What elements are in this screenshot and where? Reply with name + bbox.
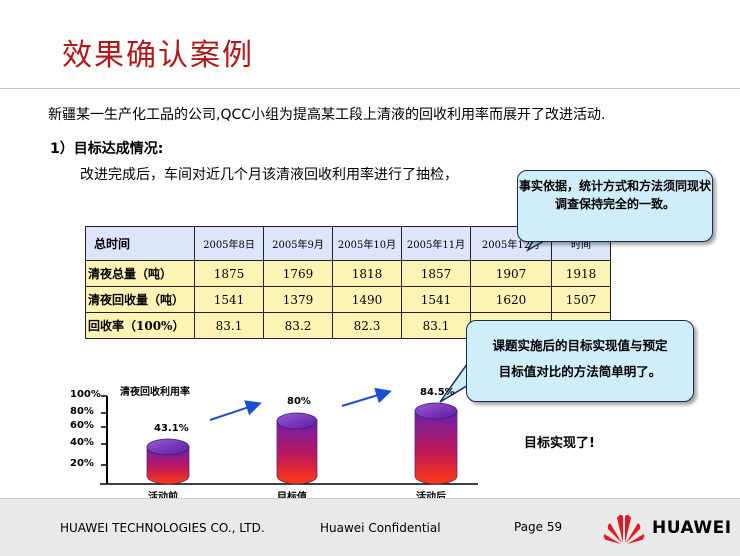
table-cell: 1507	[551, 286, 611, 313]
title-divider	[0, 88, 740, 89]
column-header: 2005年8日	[194, 226, 264, 261]
y-tick-label: 60%	[70, 420, 94, 431]
chart-bar	[276, 412, 318, 485]
table-row: 清夜回收量（吨） 1541 1379 1490 1541 1620 1507	[85, 286, 611, 313]
table-cell: 1875	[194, 260, 264, 287]
chart-title: 清夜回收利用率	[120, 387, 190, 398]
huawei-logo-icon	[603, 514, 645, 544]
footer-company: HUAWEI TECHNOLOGIES CO., LTD.	[60, 521, 265, 535]
callout-line: 课题实施后的目标实现值与预定	[492, 338, 668, 353]
table-header-row: 总时间 2005年8日 2005年9月 2005年10月 2005年11月 20…	[85, 226, 611, 261]
page-number: Page 59	[514, 520, 563, 534]
progress-arrow	[341, 387, 392, 407]
table-cell: 1907	[470, 260, 552, 287]
row-label: 回收率（100%）	[85, 312, 195, 339]
x-category-label: 活动后	[416, 488, 446, 503]
table-cell: 82.3	[332, 312, 402, 339]
table-cell: 83.1	[401, 312, 471, 339]
column-header: 2005年10月	[332, 226, 402, 261]
description-text: 改进完成后，车间对近几个月该清液回收利用率进行了抽检，	[80, 167, 458, 183]
slide-title: 效果确认案例	[62, 38, 254, 73]
table-cell: 1490	[332, 286, 402, 313]
footer-bar	[0, 498, 740, 556]
data-label: 80%	[287, 396, 311, 407]
table-cell: 1818	[332, 260, 402, 287]
chart-bar	[146, 438, 190, 485]
y-tick-label: 20%	[70, 458, 94, 469]
progress-arrow	[209, 400, 262, 421]
data-label: 84.5%	[420, 387, 455, 398]
data-label: 43.1%	[154, 423, 189, 434]
table-cell: 1857	[401, 260, 471, 287]
intro-text: 新疆某一生产化工品的公司,QCC小组为提高某工段上清液的回收利用率而展开了改进活…	[48, 107, 606, 123]
table-cell: 1769	[263, 260, 333, 287]
table-header-label: 总时间	[85, 226, 195, 261]
target-method-callout: 课题实施后的目标实现值与预定 目标值对比的方法简单明了。	[466, 320, 694, 402]
table-cell: 83.1	[194, 312, 264, 339]
row-label: 清夜总量（吨）	[85, 260, 195, 287]
y-tick-label: 80%	[70, 406, 94, 417]
target-achieved-text: 目标实现了!	[524, 436, 595, 451]
fact-basis-callout: 事实依据，统计方式和方法须同现状调查保持完全的一致。	[517, 170, 713, 242]
table-cell: 83.2	[263, 312, 333, 339]
callout-line: 目标值对比的方法简单明了。	[498, 364, 662, 379]
table-cell: 1541	[401, 286, 471, 313]
column-header: 2005年9月	[263, 226, 333, 261]
x-category-label: 目标值	[277, 488, 307, 503]
section-heading: 1）目标达成情况:	[50, 141, 164, 157]
x-category-label: 活动前	[148, 488, 178, 503]
row-label: 清夜回收量（吨）	[85, 286, 195, 313]
huawei-logo-text: HUAWEI	[652, 518, 732, 538]
footer-confidentiality: Huawei Confidential	[320, 521, 441, 535]
y-tick-label: 40%	[70, 437, 94, 448]
chart-bar	[414, 402, 458, 485]
y-tick-label: 100%	[70, 389, 101, 400]
table-cell: 1620	[470, 286, 552, 313]
